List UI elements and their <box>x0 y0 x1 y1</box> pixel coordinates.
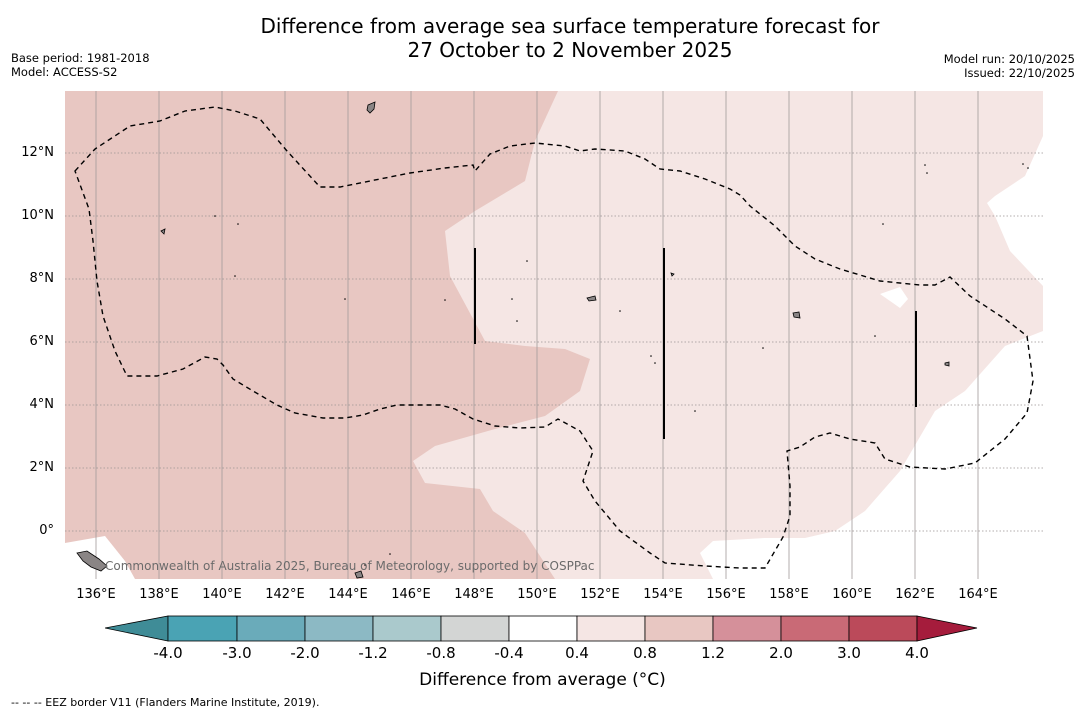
issued-text: Issued: 22/10/2025 <box>964 66 1075 80</box>
near-average-zone-ne <box>987 136 1043 286</box>
colorbar-tick: -0.8 <box>426 644 456 662</box>
lat-label-2n: 2°N <box>29 460 55 475</box>
colorbar-segment <box>712 615 782 642</box>
lon-label-152e: 152°E <box>580 587 620 602</box>
map-title: Difference from average sea surface temp… <box>0 14 1085 62</box>
colorbar-tick: -2.0 <box>290 644 320 662</box>
lon-label-148e: 148°E <box>454 587 494 602</box>
lat-label-10n: 10°N <box>21 208 54 223</box>
colorbar-segment <box>508 615 578 642</box>
near-average-patch <box>880 287 908 308</box>
meta-right: Model run: 20/10/2025 Issued: 22/10/2025 <box>944 52 1075 80</box>
islands <box>76 101 950 579</box>
colorbar-tick: 0.4 <box>565 644 589 662</box>
lat-label-4n: 4°N <box>29 397 55 412</box>
title-line-1: Difference from average sea surface temp… <box>260 14 880 38</box>
colorbar-segment <box>780 615 850 642</box>
colorbar-extend-low <box>104 615 169 642</box>
meta-left: Base period: 1981-2018 Model: ACCESS-S2 <box>11 51 150 79</box>
copyright-notice: Commonwealth of Australia 2025, Bureau o… <box>105 559 595 573</box>
lon-label-164e: 164°E <box>958 587 998 602</box>
colorbar-segment <box>304 615 374 642</box>
colorbar-segment <box>236 615 306 642</box>
boundary-lines <box>474 248 917 439</box>
colorbar-segment <box>848 615 918 642</box>
colorbar-tick: 3.0 <box>837 644 861 662</box>
lon-label-136e: 136°E <box>76 587 116 602</box>
lon-label-162e: 162°E <box>895 587 935 602</box>
lat-label-0: 0° <box>39 523 54 538</box>
model-text: Model: ACCESS-S2 <box>11 65 118 79</box>
colorbar-tick: 4.0 <box>905 644 929 662</box>
colorbar-tick: -3.0 <box>222 644 252 662</box>
colorbar-svg <box>104 615 978 642</box>
colorbar-segment <box>372 615 442 642</box>
lat-label-8n: 8°N <box>29 271 55 286</box>
colorbar-segment <box>576 615 646 642</box>
lon-label-144e: 144°E <box>328 587 368 602</box>
lon-label-142e: 142°E <box>265 587 305 602</box>
anomaly-zone-0.8-1.2 <box>65 91 590 579</box>
island-dots <box>214 163 1029 566</box>
colorbar-segment <box>440 615 510 642</box>
lat-label-6n: 6°N <box>29 334 55 349</box>
lon-label-156e: 156°E <box>706 587 746 602</box>
map-svg <box>65 91 1043 579</box>
lon-label-138e: 138°E <box>139 587 179 602</box>
lon-label-140e: 140°E <box>202 587 242 602</box>
colorbar-segment <box>644 615 714 642</box>
model-run-text: Model run: 20/10/2025 <box>943 52 1075 66</box>
colorbar-tick: 0.8 <box>633 644 657 662</box>
base-period-text: Base period: 1981-2018 <box>11 51 150 65</box>
lon-label-150e: 150°E <box>517 587 557 602</box>
colorbar-label: Difference from average (°C) <box>419 670 666 690</box>
colorbar-tick: -0.4 <box>494 644 524 662</box>
lon-label-158e: 158°E <box>769 587 809 602</box>
colorbar-tick: -4.0 <box>153 644 183 662</box>
colorbar-tick: 2.0 <box>769 644 793 662</box>
eez-source-note: -- -- -- EEZ border V11 (Flanders Marine… <box>11 696 320 709</box>
lon-label-160e: 160°E <box>832 587 872 602</box>
lat-label-12n: 12°N <box>21 145 54 160</box>
colorbar-tick: 1.2 <box>701 644 725 662</box>
lon-label-146e: 146°E <box>391 587 431 602</box>
colorbar-segment <box>167 615 238 642</box>
colorbar <box>104 614 980 648</box>
near-average-patch-sw <box>65 536 135 579</box>
title-line-2: 27 October to 2 November 2025 <box>407 38 733 62</box>
near-average-zone-se <box>700 331 1043 579</box>
colorbar-extend-high <box>916 615 978 642</box>
sst-map <box>65 91 1043 579</box>
colorbar-tick: -1.2 <box>358 644 388 662</box>
lon-label-154e: 154°E <box>643 587 683 602</box>
